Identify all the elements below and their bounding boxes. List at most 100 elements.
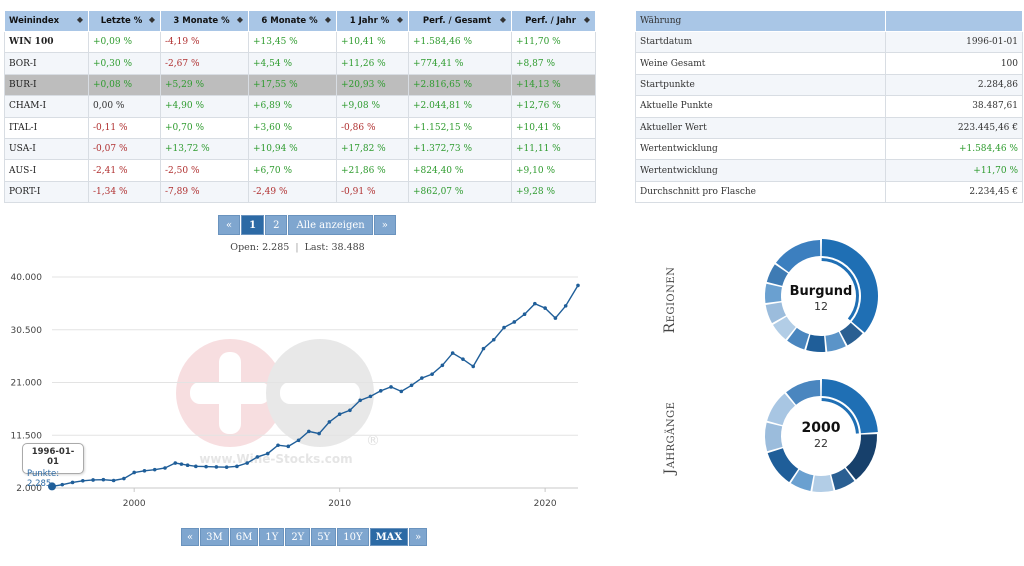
data-point[interactable]: [337, 412, 342, 416]
data-point[interactable]: [142, 468, 147, 473]
donut-segment[interactable]: [767, 448, 799, 483]
data-point[interactable]: [224, 465, 229, 469]
data-point[interactable]: [70, 480, 75, 485]
donut-segment[interactable]: [786, 380, 821, 405]
data-point[interactable]: [491, 337, 496, 342]
range-button-1y[interactable]: 1Y: [259, 528, 285, 546]
data-point[interactable]: [255, 455, 260, 459]
donut-segment[interactable]: [821, 239, 878, 333]
index-name[interactable]: USA-I: [4, 137, 89, 161]
data-point[interactable]: [399, 389, 404, 394]
data-point[interactable]: [576, 283, 580, 288]
index-name[interactable]: BUR-I: [4, 73, 89, 97]
index-name[interactable]: ITAL-I: [4, 116, 89, 139]
jahrgaenge-donut-chart[interactable]: [763, 378, 879, 494]
range-prev-button[interactable]: «: [181, 528, 200, 546]
data-point[interactable]: [307, 429, 311, 434]
data-point[interactable]: [173, 461, 178, 465]
sort-icon[interactable]: ◆: [396, 15, 403, 24]
data-point[interactable]: [179, 462, 184, 466]
range-button-10y[interactable]: 10Y: [337, 528, 369, 546]
data-point[interactable]: [389, 385, 393, 389]
data-point[interactable]: [245, 461, 249, 465]
table-row[interactable]: AUS-I -2,41 % -2,50 % +6,70 % +21,86 % +…: [4, 159, 596, 182]
index-name[interactable]: CHAM-I: [4, 95, 89, 118]
index-chart[interactable]: www.Wine-Stocks.com ® 2.000 11.500 21.000 3…: [0, 262, 600, 517]
data-point[interactable]: [194, 464, 198, 469]
data-point[interactable]: [471, 364, 476, 369]
pagination-show-all-button[interactable]: Alle anzeigen: [288, 215, 373, 235]
data-point-hovered[interactable]: [48, 482, 56, 491]
table-row[interactable]: USA-I -0,07 % +13,72 % +10,94 % +17,82 %…: [4, 137, 596, 161]
donut-segment[interactable]: [787, 327, 810, 350]
regionen-donut-chart[interactable]: [763, 238, 879, 354]
table-row-selected[interactable]: BUR-I +0,08 % +5,29 % +17,55 % +20,93 % …: [4, 73, 596, 97]
data-point[interactable]: [563, 304, 568, 308]
jahrgaenge-donut[interactable]: 2000 22: [763, 378, 879, 494]
data-point[interactable]: [502, 325, 506, 330]
data-point[interactable]: [430, 372, 434, 376]
data-point[interactable]: [420, 376, 424, 380]
data-point[interactable]: [522, 312, 527, 317]
data-point[interactable]: [533, 301, 537, 306]
donut-segment[interactable]: [775, 240, 821, 273]
data-point[interactable]: [152, 467, 157, 472]
data-point[interactable]: [132, 470, 136, 475]
index-name[interactable]: PORT-I: [4, 180, 89, 204]
sort-icon[interactable]: ◆: [583, 15, 590, 24]
table-row[interactable]: PORT-I -1,34 % -7,89 % -2,49 % -0,91 % +…: [4, 180, 596, 204]
table-row[interactable]: WIN 100 +0,09 % -4,19 % +13,45 % +10,41 …: [4, 30, 596, 54]
pagination-prev-button[interactable]: «: [218, 215, 241, 235]
sort-icon[interactable]: ◆: [236, 15, 243, 24]
range-button-3m[interactable]: 3M: [200, 528, 229, 546]
data-point[interactable]: [450, 351, 455, 355]
data-point[interactable]: [481, 346, 486, 351]
table-row[interactable]: BOR-I +0,30 % -2,67 % +4,54 % +11,26 % +…: [4, 52, 596, 75]
pagination-page-2[interactable]: 2: [265, 215, 288, 235]
donut-segment[interactable]: [790, 469, 814, 491]
col-header-perf-jahr[interactable]: Perf. / Jahr ◆: [511, 10, 596, 32]
donut-segment[interactable]: [767, 393, 795, 426]
range-button-6m[interactable]: 6M: [229, 528, 259, 546]
range-next-button[interactable]: »: [409, 528, 428, 546]
donut-segment[interactable]: [765, 283, 782, 303]
data-point[interactable]: [317, 431, 321, 436]
donut-segment[interactable]: [839, 322, 863, 346]
data-point[interactable]: [378, 389, 383, 393]
range-button-2y[interactable]: 2Y: [285, 528, 311, 546]
data-point[interactable]: [60, 482, 65, 487]
data-point[interactable]: [235, 464, 239, 469]
data-point[interactable]: [358, 398, 363, 403]
data-point[interactable]: [163, 466, 167, 470]
data-point[interactable]: [327, 420, 332, 424]
data-point[interactable]: [111, 478, 116, 483]
donut-segment[interactable]: [765, 422, 783, 452]
col-header-perf-gesamt[interactable]: Perf. / Gesamt ◆: [408, 10, 512, 32]
data-point[interactable]: [348, 408, 352, 413]
col-header-3monate[interactable]: 3 Monate % ◆: [160, 10, 249, 32]
data-point[interactable]: [543, 306, 547, 310]
data-point[interactable]: [286, 444, 291, 449]
donut-segment[interactable]: [831, 468, 855, 491]
col-header-1jahr[interactable]: 1 Jahr % ◆: [336, 10, 409, 32]
data-point[interactable]: [185, 463, 190, 468]
donut-segment[interactable]: [821, 379, 878, 434]
index-name[interactable]: WIN 100: [4, 30, 89, 54]
table-row[interactable]: CHAM-I 0,00 % +4,90 % +6,89 % +9,08 % +2…: [4, 95, 596, 118]
index-name[interactable]: BOR-I: [4, 52, 89, 75]
donut-segment[interactable]: [773, 316, 796, 340]
sort-icon[interactable]: ◆: [499, 15, 506, 24]
data-point[interactable]: [122, 476, 126, 481]
donut-segment[interactable]: [806, 334, 826, 352]
range-button-max[interactable]: MAX: [369, 528, 409, 546]
index-name[interactable]: AUS-I: [4, 159, 89, 182]
data-point[interactable]: [409, 383, 414, 388]
data-point[interactable]: [368, 394, 373, 399]
sort-icon[interactable]: ◆: [76, 15, 83, 24]
data-point[interactable]: [553, 316, 558, 320]
regionen-donut[interactable]: Burgund 12: [763, 238, 879, 354]
data-point[interactable]: [204, 464, 208, 469]
data-point[interactable]: [276, 443, 280, 448]
data-point[interactable]: [296, 438, 301, 443]
donut-segment[interactable]: [812, 474, 834, 492]
